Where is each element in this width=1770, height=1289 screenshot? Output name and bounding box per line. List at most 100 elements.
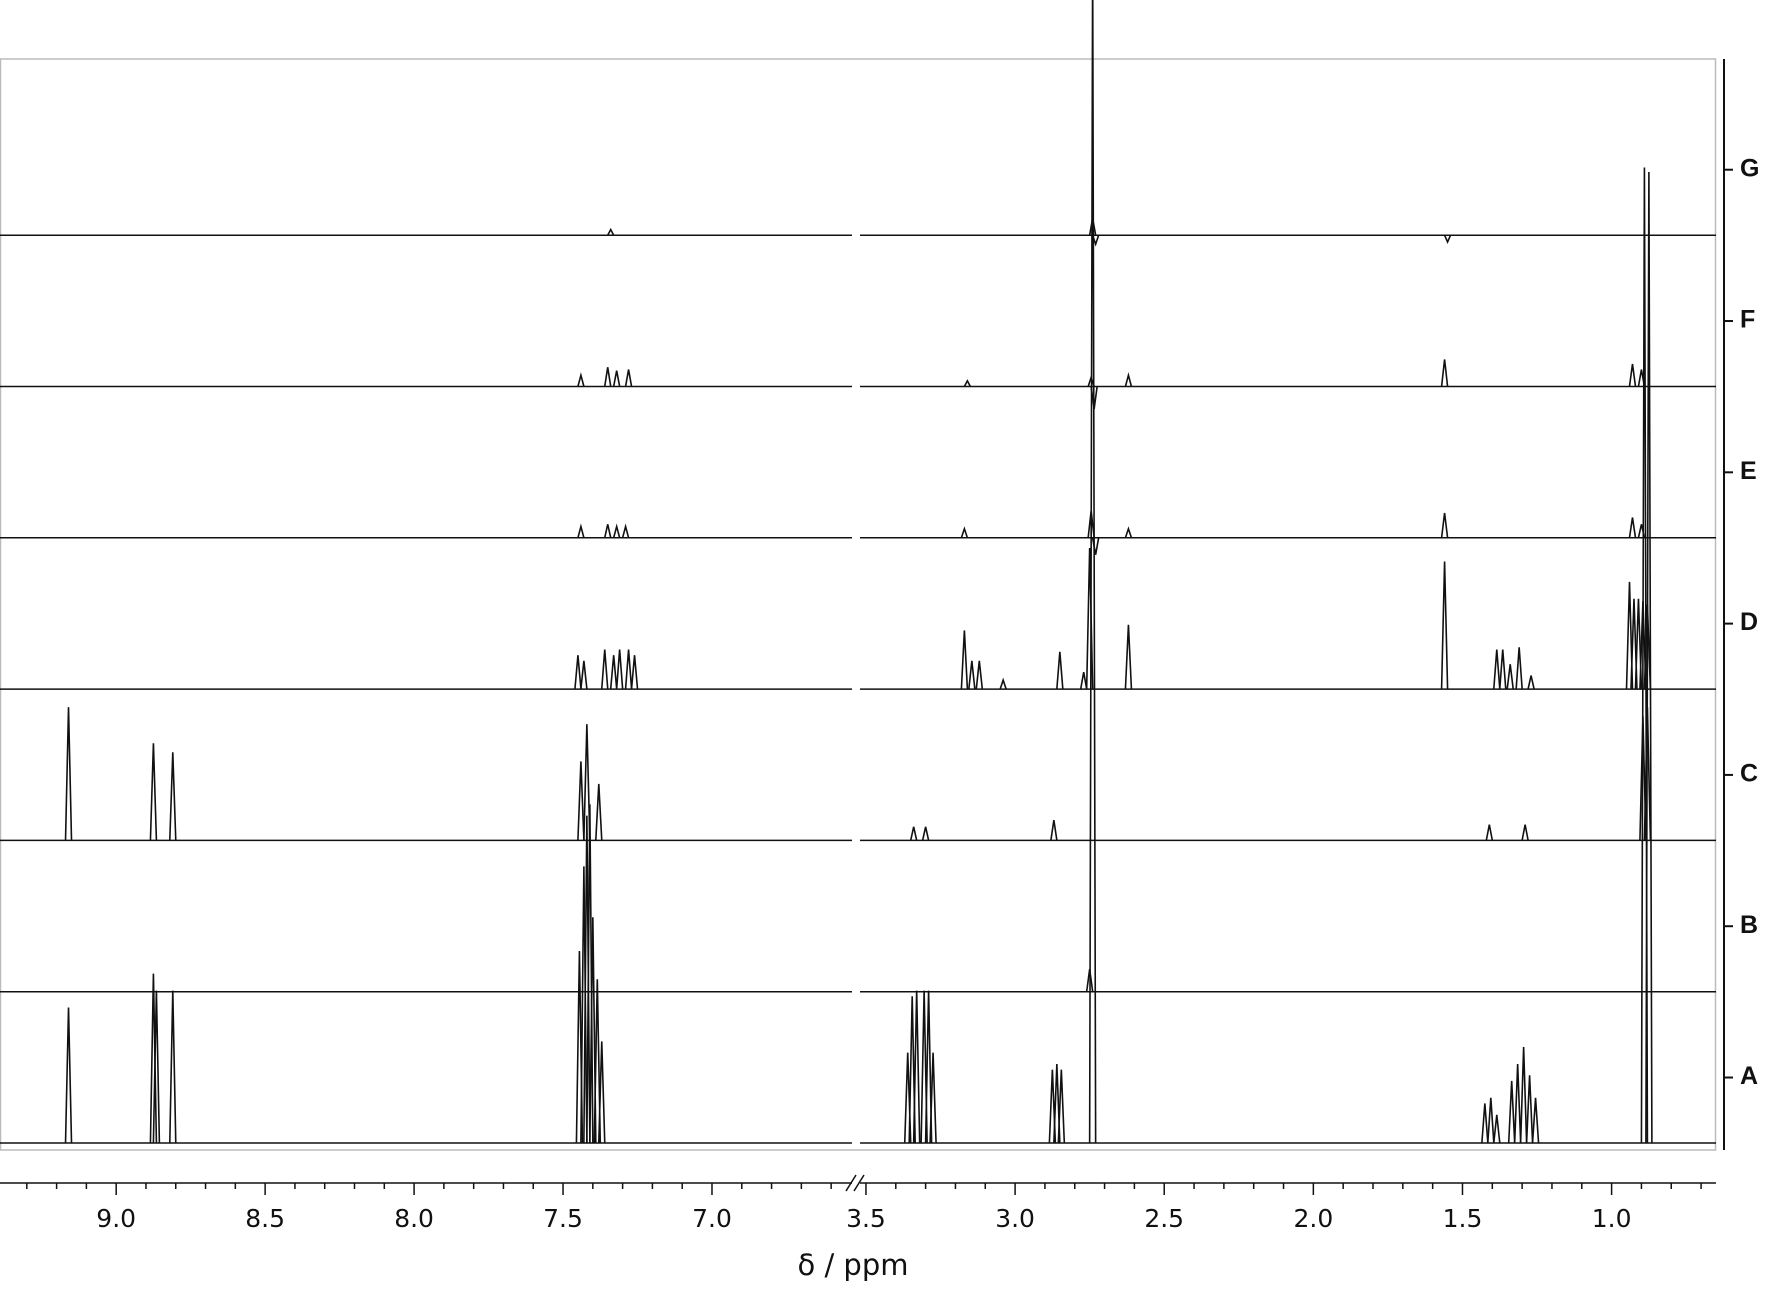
peak — [589, 917, 597, 1144]
series-label: F — [1740, 306, 1755, 334]
peak — [612, 523, 621, 539]
peak — [624, 649, 633, 690]
peak — [597, 1041, 606, 1144]
peak — [1498, 649, 1507, 690]
x-tick-label: 7.0 — [692, 1204, 732, 1233]
peak — [630, 655, 639, 690]
peak — [1085, 969, 1094, 992]
peak — [615, 649, 624, 690]
peak — [1481, 1103, 1489, 1144]
peak — [64, 1007, 73, 1144]
peak — [1485, 824, 1494, 841]
peak — [1507, 1080, 1516, 1144]
peak — [149, 743, 158, 841]
peak — [909, 826, 918, 841]
peak — [1056, 651, 1064, 690]
peak — [963, 379, 972, 387]
peak — [921, 826, 930, 841]
peak — [1487, 1097, 1495, 1144]
peak — [1443, 234, 1452, 244]
series-label: D — [1740, 608, 1758, 636]
peak — [1492, 1114, 1501, 1144]
peak — [1087, 510, 1095, 538]
peak — [1124, 372, 1133, 387]
peak — [1637, 524, 1646, 538]
peak — [1440, 561, 1449, 690]
plot-frame — [0, 58, 1717, 1151]
peak — [577, 761, 585, 841]
peak — [580, 660, 588, 690]
peak — [1645, 172, 1653, 1144]
peak — [1513, 1063, 1522, 1144]
peak — [1628, 363, 1637, 387]
peak — [603, 524, 612, 538]
series-label: B — [1740, 911, 1758, 939]
peak — [1124, 526, 1133, 539]
x-tick-label: 2.5 — [1144, 1204, 1184, 1233]
peak — [64, 707, 73, 841]
peak — [1050, 819, 1058, 841]
peak — [1091, 537, 1100, 555]
peak — [1519, 1047, 1528, 1144]
peak — [1057, 1069, 1066, 1144]
x-tick-label: 1.5 — [1443, 1204, 1483, 1233]
peak — [1492, 649, 1501, 690]
peak — [999, 677, 1007, 690]
x-tick-label: 3.5 — [846, 1204, 886, 1233]
peak — [1440, 359, 1449, 387]
peak — [1124, 624, 1133, 690]
peak — [1088, 0, 1097, 1144]
peak — [1087, 374, 1095, 387]
peak — [1643, 604, 1652, 690]
series-label: A — [1740, 1062, 1758, 1090]
peak — [1521, 824, 1529, 841]
peak — [606, 227, 615, 236]
x-tick-label: 8.5 — [245, 1204, 285, 1233]
peak — [621, 523, 630, 539]
series-label: C — [1740, 760, 1758, 788]
x-tick-label: 2.0 — [1293, 1204, 1333, 1233]
peak — [1531, 1097, 1540, 1144]
series-label: E — [1740, 457, 1757, 485]
peak — [1527, 675, 1535, 690]
peak — [929, 1052, 937, 1144]
x-tick-label: 8.0 — [394, 1204, 434, 1233]
peak — [600, 649, 609, 690]
peak — [574, 655, 582, 690]
peak — [960, 630, 969, 690]
peak — [603, 367, 612, 387]
x-tick-label: 1.0 — [1592, 1204, 1632, 1233]
peak — [1090, 386, 1098, 410]
peak — [577, 372, 585, 387]
peak — [960, 526, 969, 539]
peak — [577, 523, 585, 539]
peak — [1637, 369, 1646, 387]
peak — [1515, 647, 1523, 690]
peak — [1628, 517, 1637, 538]
peak — [624, 369, 633, 387]
x-tick-label: 9.0 — [96, 1204, 136, 1233]
peak — [612, 370, 621, 387]
x-axis-title: δ / ppm — [797, 1248, 908, 1282]
peak — [593, 979, 602, 1144]
axis-break — [845, 1174, 857, 1192]
peak — [1506, 664, 1514, 690]
peak — [975, 660, 984, 690]
axis-break — [853, 1174, 865, 1192]
peak — [1643, 707, 1652, 841]
peak — [168, 990, 177, 1144]
peak — [149, 973, 158, 1144]
peak — [924, 990, 933, 1144]
peak — [583, 724, 591, 841]
peak — [168, 752, 177, 841]
peak — [1091, 234, 1100, 247]
peak — [968, 660, 976, 690]
peak — [1088, 218, 1097, 236]
peak — [152, 990, 161, 1144]
peak — [583, 815, 591, 1144]
peak — [1440, 512, 1449, 538]
peak — [1085, 547, 1094, 690]
peak — [609, 655, 618, 690]
